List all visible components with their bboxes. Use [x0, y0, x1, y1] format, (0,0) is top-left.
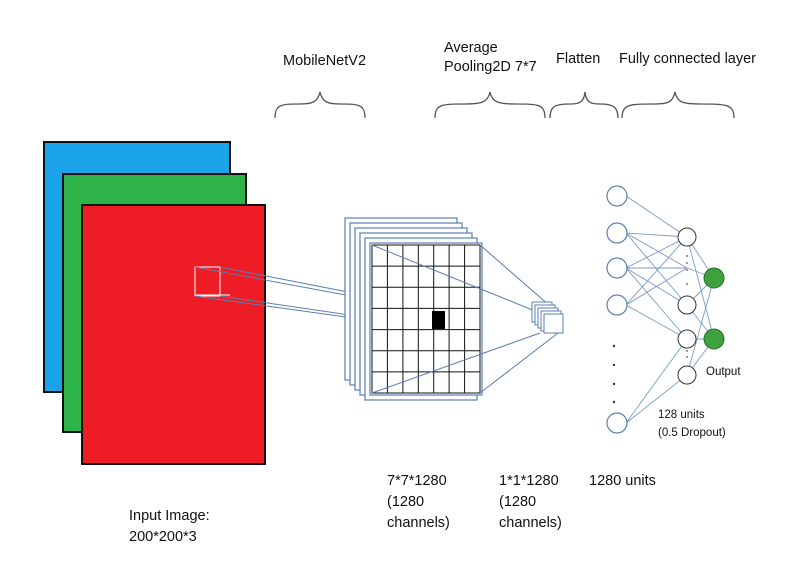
hidden-node: [677, 295, 697, 315]
hidden-node: [677, 365, 697, 385]
hidden-units-label-line1: 128 units: [658, 409, 705, 421]
flatten-brace: [549, 91, 619, 119]
output-node: [703, 267, 725, 289]
flatten-units-label: 1280 units: [589, 473, 656, 489]
feature-size-line1: 7*7*1280: [387, 473, 447, 489]
hidden-node: [677, 227, 697, 247]
pooled-size-line3: channels): [499, 515, 562, 531]
fc-brace: [621, 91, 735, 119]
mobilenet-brace: [274, 91, 366, 119]
input-image-label-line1: Input Image:: [129, 508, 210, 524]
feature-map-stack: [344, 217, 483, 401]
output-node: [703, 328, 725, 350]
pooled-size-line1: 1*1*1280: [499, 473, 559, 489]
fc-connections: [625, 195, 715, 424]
fc-layer-label: Fully connected layer: [619, 51, 756, 67]
flatten-node: [606, 257, 628, 279]
hidden-nodes: [677, 227, 697, 385]
input-image-label-line2: 200*200*3: [129, 529, 197, 545]
output-nodes: [703, 267, 725, 350]
pooled-stack: [531, 301, 564, 334]
feature-size-line2: (1280: [387, 494, 424, 510]
flatten-node: [606, 412, 628, 434]
avgpool-label-line2: Pooling2D 7*7: [444, 59, 537, 75]
active-feature-cell: [432, 311, 445, 329]
output-label: Output: [706, 366, 741, 378]
hidden-node: [677, 329, 697, 349]
red-channel: [81, 204, 266, 465]
flatten-node: [606, 294, 628, 316]
flatten-label: Flatten: [556, 51, 600, 67]
pooled-size-line2: (1280: [499, 494, 536, 510]
flatten-nodes: [606, 185, 628, 434]
input-image: [43, 141, 266, 465]
receptive-field-patch: [194, 266, 221, 297]
flatten-node: [606, 222, 628, 244]
mobilenet-label: MobileNetV2: [283, 53, 366, 69]
hidden-units-label-line2: (0.5 Dropout): [658, 427, 726, 439]
avgpool-brace: [434, 91, 546, 119]
avgpool-label-line1: Average: [444, 40, 498, 56]
flatten-node: [606, 185, 628, 207]
hidden-ellipsis: [686, 255, 688, 358]
braces: [274, 91, 735, 119]
flatten-ellipsis: [612, 344, 616, 404]
feature-size-line3: channels): [387, 515, 450, 531]
